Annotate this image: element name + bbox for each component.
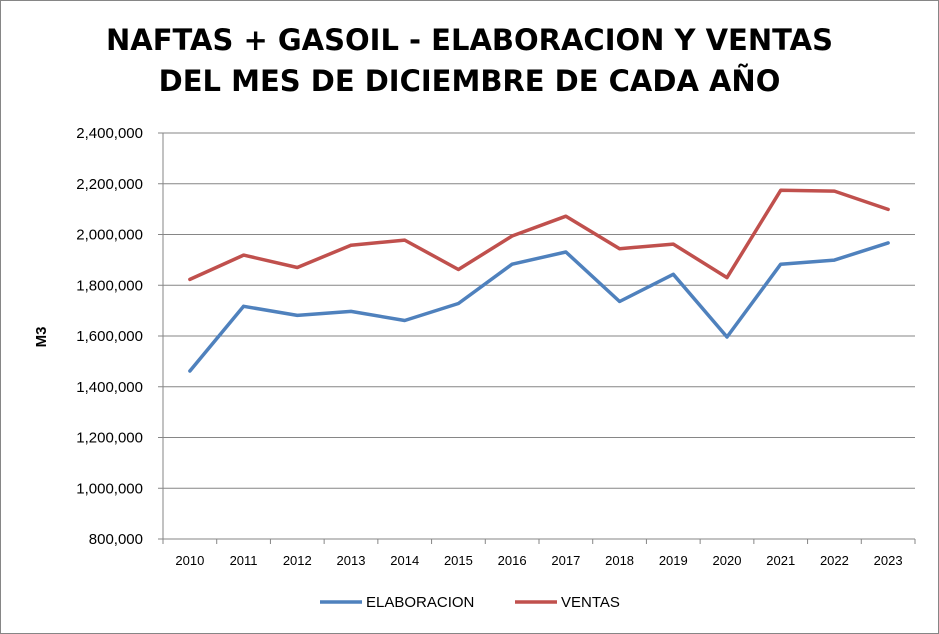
- x-tick-label: 2013: [337, 553, 366, 568]
- legend: ELABORACION VENTAS: [320, 594, 620, 611]
- x-tick-label: 2011: [230, 553, 258, 568]
- x-tick-label: 2019: [659, 553, 688, 568]
- x-tick-label: 2014: [390, 553, 419, 568]
- data-point-elaboracion: [456, 302, 460, 306]
- data-point-ventas: [295, 265, 299, 269]
- data-point-ventas: [188, 277, 192, 281]
- data-point-ventas: [349, 243, 353, 247]
- data-point-ventas: [564, 214, 568, 218]
- data-point-ventas: [510, 234, 514, 238]
- y-axis-label: M3: [33, 327, 50, 348]
- legend-label-ventas: VENTAS: [561, 594, 620, 611]
- data-point-ventas: [403, 238, 407, 242]
- data-point-elaboracion: [564, 250, 568, 254]
- data-point-elaboracion: [242, 304, 246, 308]
- data-point-elaboracion: [886, 241, 890, 245]
- series-line-ventas: [188, 188, 890, 282]
- y-tick-label: 1,600,000: [76, 328, 143, 345]
- x-tick-label: 2016: [498, 553, 527, 568]
- data-point-elaboracion: [188, 369, 192, 373]
- data-point-elaboracion: [725, 335, 729, 339]
- y-tick-label: 2,200,000: [76, 176, 143, 193]
- data-point-elaboracion: [671, 272, 675, 276]
- y-tick-label: 1,000,000: [76, 480, 143, 497]
- chart-title-line-2: DEL MES DE DICIEMBRE DE CADA AÑO: [158, 64, 781, 98]
- x-tick-label: 2022: [820, 553, 849, 568]
- series-line-elaboracion: [188, 241, 890, 373]
- data-point-elaboracion: [295, 313, 299, 317]
- data-point-ventas: [456, 268, 460, 272]
- y-axis-ticks: 800,000 1,000,000 1,200,000 1,400,000 1,600,…: [76, 125, 143, 548]
- data-point-elaboracion: [349, 309, 353, 313]
- data-point-elaboracion: [510, 262, 514, 266]
- y-tick-label: 2,400,000: [76, 125, 143, 142]
- data-point-ventas: [725, 276, 729, 280]
- data-point-ventas: [832, 189, 836, 193]
- chart-title: NAFTAS + GASOIL - ELABORACION Y VENTAS D…: [0, 20, 939, 102]
- data-point-ventas: [886, 207, 890, 211]
- data-point-ventas: [779, 188, 783, 192]
- data-point-ventas: [618, 247, 622, 251]
- x-tick-label: 2012: [283, 553, 312, 568]
- y-tick-label: 1,400,000: [76, 379, 143, 396]
- data-point-elaboracion: [403, 319, 407, 323]
- y-tick-label: 1,800,000: [76, 277, 143, 294]
- y-tick-label: 800,000: [89, 531, 143, 548]
- x-tick-label: 2017: [551, 553, 580, 568]
- chart-title-line-1: NAFTAS + GASOIL - ELABORACION Y VENTAS: [106, 23, 833, 57]
- y-tick-label: 2,000,000: [76, 227, 143, 244]
- data-point-ventas: [671, 242, 675, 246]
- x-tick-label: 2020: [713, 553, 742, 568]
- data-point-elaboracion: [832, 258, 836, 262]
- y-tick-label: 1,200,000: [76, 430, 143, 447]
- x-tick-label: 2021: [766, 553, 795, 568]
- data-point-elaboracion: [779, 262, 783, 266]
- x-axis-ticks: 2010 2011 2012 2013 2014 2015 2016 2017 2018 2019…: [162, 539, 916, 568]
- data-point-ventas: [242, 253, 246, 257]
- data-point-elaboracion: [618, 299, 622, 303]
- series-lines: [188, 188, 890, 373]
- x-tick-label: 2015: [444, 553, 473, 568]
- x-tick-label: 2018: [605, 553, 634, 568]
- x-tick-label: 2023: [874, 553, 903, 568]
- legend-label-elaboracion: ELABORACION: [366, 594, 474, 611]
- gridlines: [158, 132, 915, 540]
- x-tick-label: 2010: [175, 553, 204, 568]
